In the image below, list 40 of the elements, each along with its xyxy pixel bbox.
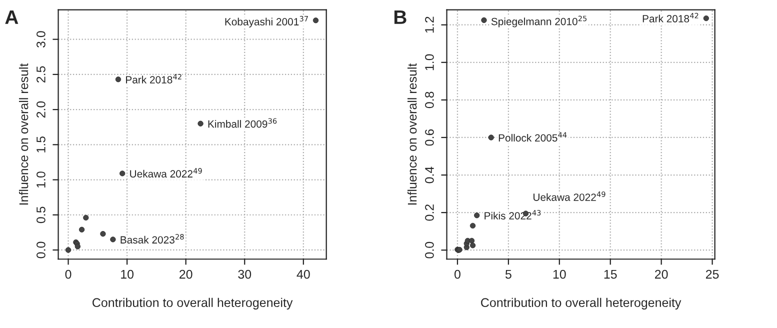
x-tick-label: 30	[238, 270, 252, 279]
x-tick-label: 20	[655, 270, 668, 279]
y-tick-label: 0.5	[36, 206, 46, 224]
chart-title: A	[5, 10, 18, 24]
annotation: Park 2018$^{42}$	[126, 74, 182, 84]
x-axis-title: Contribution to overall heterogeneity	[92, 298, 293, 310]
y-axis-title: Influence on overall result	[408, 63, 417, 205]
y-axis-title: Influence on overall result	[19, 63, 28, 205]
x-tick-label: 10	[121, 270, 134, 279]
x-tick-label: 25	[706, 270, 719, 279]
annotation: Park 2018$^{42}$	[642, 12, 698, 22]
y-tick-label: 0.0	[36, 242, 46, 258]
chart-title: B	[394, 10, 406, 24]
y-tick-label: 0.4	[425, 166, 434, 184]
y-tick-label: 2.0	[36, 101, 46, 118]
annotation: Uekawa 2022$^{49}$	[130, 168, 202, 178]
y-tick-label: 1.0	[36, 172, 46, 188]
annotation: Kobayashi 2001$^{37}$	[225, 16, 308, 28]
annotation: Spiegelmann 2010$^{25}$	[491, 16, 587, 28]
x-tick-label: 5	[505, 270, 512, 279]
y-tick-label: 2.5	[36, 66, 46, 82]
x-tick-label: 10	[553, 270, 566, 279]
y-tick-label: 0.2	[425, 204, 434, 221]
x-tick-label: 0	[454, 270, 460, 279]
y-tick-label: 1.2	[425, 16, 434, 33]
annotation: Pollock 2005$^{44}$	[498, 132, 567, 142]
y-tick-label: 0.8	[425, 92, 434, 108]
y-tick-label: 3.0	[36, 31, 46, 48]
x-axis-title: Contribution to overall heterogeneity	[481, 298, 682, 310]
x-tick-label: 0	[65, 270, 72, 279]
x-tick-label: 40	[296, 270, 310, 279]
x-tick-label: 15	[604, 270, 617, 279]
y-tick-label: 0.0	[425, 242, 434, 258]
y-tick-label: 0.6	[425, 129, 434, 146]
y-tick-label: 1.0	[425, 54, 434, 70]
y-tick-label: 1.5	[36, 136, 46, 152]
annotation: Uekawa 2022$^{49}$	[534, 191, 606, 201]
x-tick-label: 20	[180, 270, 192, 279]
annotation: Kimball 2009$^{36}$	[208, 118, 277, 128]
annotation: Basak 2023$^{28}$	[120, 234, 184, 244]
